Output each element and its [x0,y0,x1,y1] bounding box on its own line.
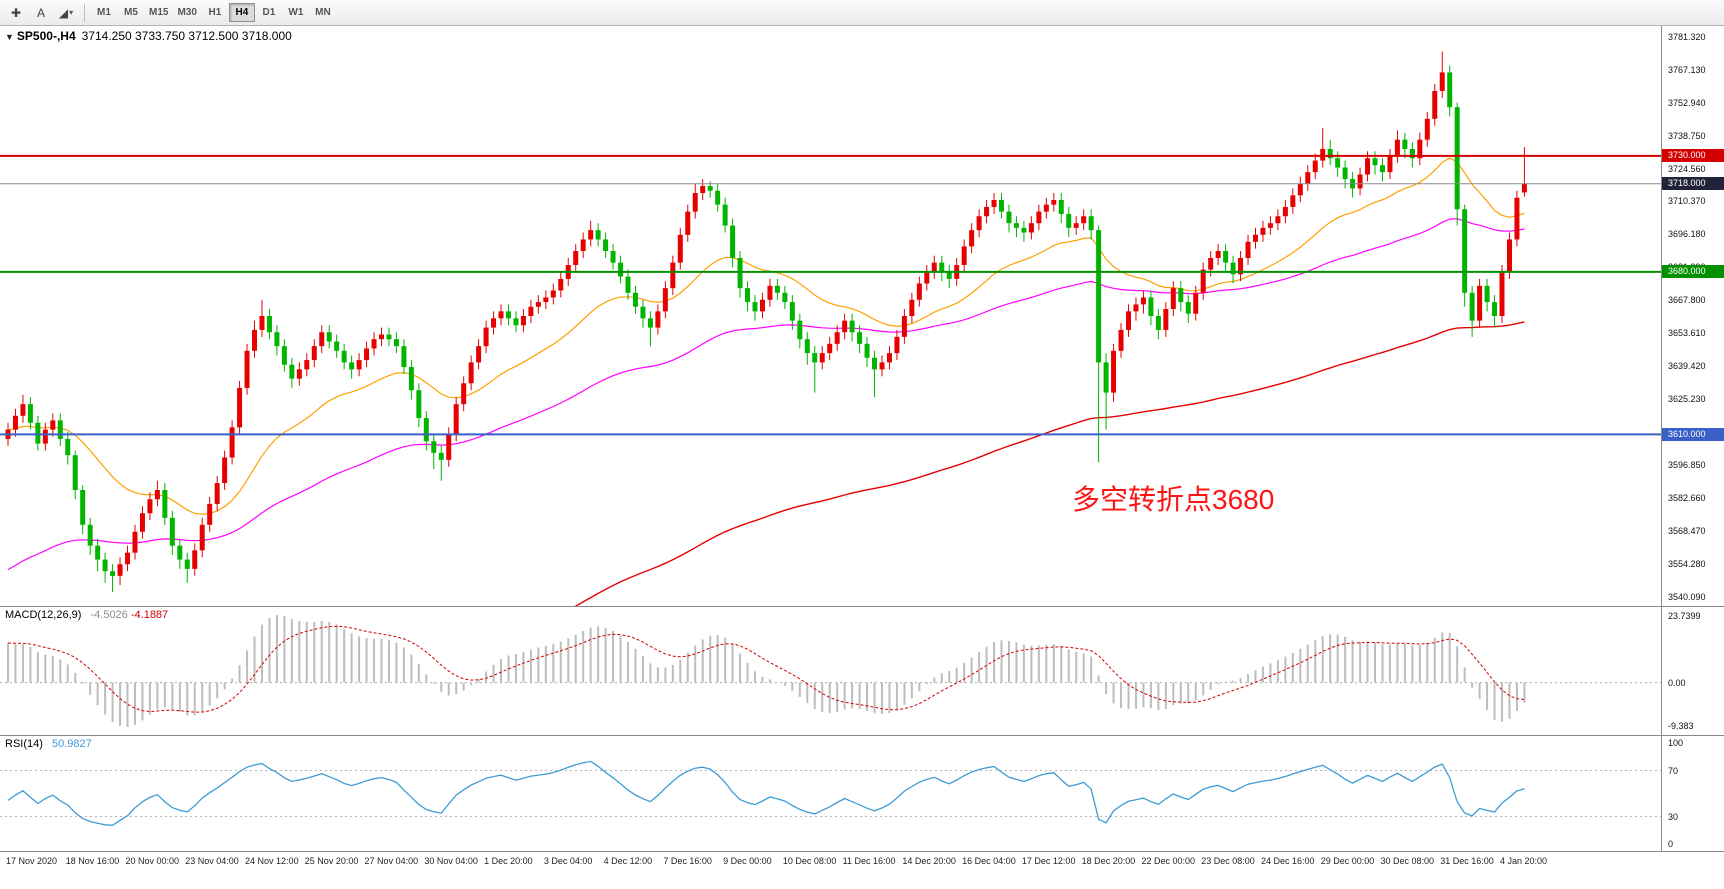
time-axis-label: 18 Dec 20:00 [1081,856,1136,866]
time-axis-label: 23 Dec 08:00 [1201,856,1255,866]
time-axis-label: 11 Dec 16:00 [842,856,896,866]
rsi-panel: RSI(14) 50.9827 100 70 30 0 [0,736,1724,852]
price-axis-label: 3540.090 [1668,591,1706,602]
price-axis-label: 3568.470 [1668,525,1706,536]
price-axis-label: 3639.420 [1668,361,1706,372]
time-axis-label: 27 Nov 04:00 [364,856,419,866]
shapes-tool-icon[interactable]: ◢ ▾ [58,5,74,20]
crosshair-icon[interactable]: ✚ [10,5,22,20]
time-axis-label: 30 Nov 04:00 [424,856,478,866]
time-axis-label: 20 Nov 00:00 [125,856,180,866]
rsi-axis-label: 70 [1668,765,1679,776]
price-axis-label: 3653.610 [1668,328,1706,339]
rsi-axis-label: 0 [1668,839,1674,849]
price-axis-label: 3625.230 [1668,393,1706,404]
price-chart-plot[interactable] [0,26,1662,606]
timeframe-button-m1[interactable]: M1 [91,3,117,22]
price-badge: 3680.000 [1662,265,1724,279]
timeframe-button-h4[interactable]: H4 [228,3,255,22]
price-axis-label: 3582.660 [1668,492,1706,503]
price-badge: 3718.000 [1662,177,1724,191]
price-panel: ▼ SP500-,H4 3714.250 3733.750 3712.500 371… [0,26,1724,607]
macd-title: MACD(12,26,9) -4.5026 -4.1887 [5,609,168,621]
timeframe-button-m15[interactable]: M15 [145,3,172,22]
timeframe-button-m5[interactable]: M5 [118,3,144,22]
time-axis-label: 30 Dec 08:00 [1380,856,1435,866]
macd-panel: MACD(12,26,9) -4.5026 -4.1887 23.7399 0.0… [0,607,1724,736]
price-axis-label: 3596.850 [1668,459,1706,470]
chart-ohlc: 3714.250 3733.750 3712.500 3718.000 [81,29,292,43]
rsi-axis-label: 30 [1668,811,1679,822]
price-axis-label: 3554.280 [1668,558,1706,569]
time-axis-label: 31 Dec 16:00 [1440,856,1494,866]
timeframe-button-w1[interactable]: W1 [283,3,309,22]
time-axis-label: 7 Dec 16:00 [663,856,712,866]
text-tool-icon[interactable]: A [36,5,45,20]
macd-axis-label: -9.383 [1668,721,1694,731]
rsi-plot[interactable] [0,736,1662,851]
time-axis-label: 14 Dec 20:00 [902,856,956,866]
time-axis-label: 16 Dec 04:00 [962,856,1016,866]
time-axis-label: 18 Nov 16:00 [65,856,120,866]
price-axis-label: 3767.130 [1668,64,1706,75]
time-axis-label: 9 Dec 00:00 [723,856,772,866]
price-badge: 3610.000 [1662,427,1724,441]
rsi-value: 50.9827 [51,738,92,750]
macd-value-signal: -4.1887 [130,609,169,621]
time-axis[interactable]: 17 Nov 2020 18 Nov 16:00 20 Nov 00:00 23 No… [0,852,1724,872]
rsi-axis[interactable]: 100 70 30 0 [1661,736,1724,851]
time-axis-label: 17 Nov 2020 [6,856,58,866]
price-axis-label: 3724.560 [1668,163,1706,174]
timeframe-button-d1[interactable]: D1 [256,3,282,22]
macd-axis-label: 0.00 [1668,677,1686,688]
chart-title: ▼ SP500-,H4 3714.250 3733.750 3712.500 371… [5,29,292,43]
chart-annotation[interactable]: 多空转折点3680 [1072,484,1275,515]
chart-symbol: SP500-,H4 [16,29,76,43]
rsi-title: RSI(14) 50.9827 [5,738,92,750]
macd-axis[interactable]: 23.7399 0.00 -9.383 [1661,607,1724,735]
macd-plot[interactable] [0,607,1662,735]
price-axis-label: 3752.940 [1668,97,1706,108]
price-axis[interactable]: 3781.320 3767.130 3752.940 3738.750 3724.560… [1661,26,1724,606]
time-axis-label: 22 Dec 00:00 [1141,856,1195,866]
macd-value-main: -4.5026 [90,609,128,621]
toolbar-separator [84,3,85,22]
time-axis-label: 4 Dec 12:00 [603,856,653,866]
time-axis-label: 29 Dec 00:00 [1320,856,1375,866]
time-axis-label: 23 Nov 04:00 [185,856,239,866]
time-axis-label: 3 Dec 04:00 [543,856,593,866]
top-toolbar: ✚ A ◢ ▾ M1 M5 M15 M30 H1 H4 D1 W1 MN [0,0,1724,26]
price-axis-label: 3696.180 [1668,229,1706,240]
rsi-axis-label: 100 [1668,738,1684,748]
price-badge: 3730.000 [1662,149,1724,163]
price-axis-label: 3710.370 [1668,196,1706,207]
timeframe-button-h1[interactable]: H1 [202,3,228,22]
rsi-label: RSI(14) [5,738,43,750]
time-axis-label: 24 Dec 16:00 [1260,856,1315,866]
time-axis-label: 24 Nov 12:00 [245,856,299,866]
macd-axis-label: 23.7399 [1668,611,1701,621]
timeframe-button-mn[interactable]: MN [310,3,336,22]
price-axis-label: 3738.750 [1668,130,1706,141]
symbol-dropdown-icon[interactable]: ▼ [5,32,14,42]
timeframe-button-m30[interactable]: M30 [173,3,200,22]
macd-label: MACD(12,26,9) [5,609,82,621]
time-axis-label: 17 Dec 12:00 [1021,856,1076,866]
time-axis-label: 25 Nov 20:00 [304,856,359,866]
time-axis-label: 4 Jan 20:00 [1500,856,1548,866]
price-axis-label: 3667.800 [1668,295,1706,306]
price-axis-label: 3781.320 [1668,31,1706,42]
chevron-down-icon: ▾ [69,8,74,17]
time-axis-label: 1 Dec 20:00 [484,856,533,866]
time-axis-label: 10 Dec 08:00 [782,856,837,866]
